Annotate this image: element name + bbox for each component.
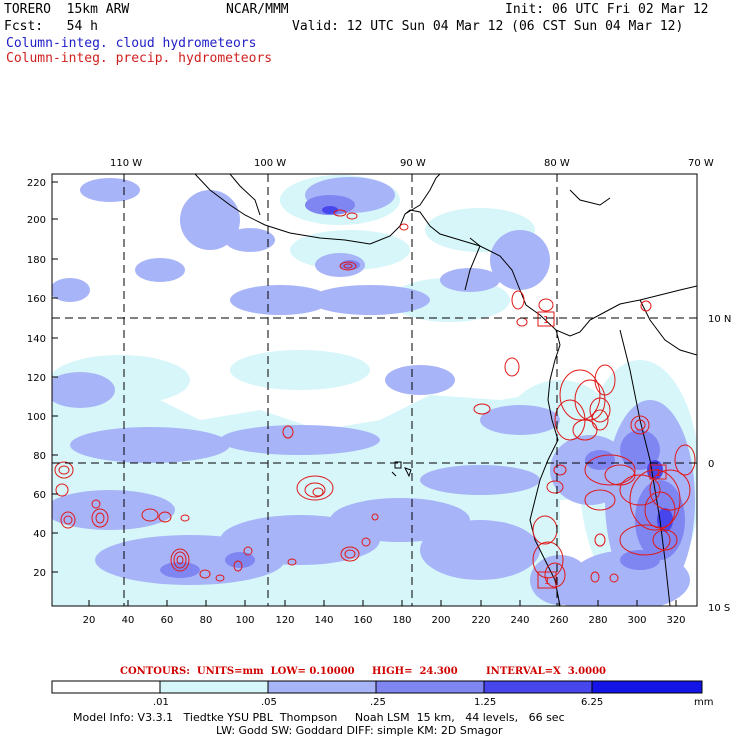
colorbar-label: .05 xyxy=(261,697,277,708)
valid-time: Valid: 12 UTC Sun 04 Mar 12 (06 CST Sun … xyxy=(292,19,684,34)
precip-contours xyxy=(54,209,696,588)
x-tick-label: 20 xyxy=(83,615,96,626)
y-tick-label: 20 xyxy=(33,568,46,579)
x-tick-label: 200 xyxy=(431,615,450,626)
lon-label: 70 W xyxy=(688,158,714,169)
model-name: TORERO 15km ARW xyxy=(4,2,130,17)
coastlines xyxy=(194,174,697,606)
y-tick-label: 120 xyxy=(27,373,46,384)
x-tick-label: 320 xyxy=(666,615,685,626)
colorbar-label: 6.25 xyxy=(581,697,604,708)
colorbar-unit: mm xyxy=(694,697,714,708)
y-tick-label: 220 xyxy=(27,178,46,189)
legend-precip: Column-integ. precip. hydrometeors xyxy=(6,51,273,66)
colorbar-bin xyxy=(267,680,377,694)
colorbar-bin xyxy=(483,680,593,694)
y-tick-label: 60 xyxy=(33,490,46,501)
lon-label: 100 W xyxy=(254,158,286,169)
x-tick-label: 100 xyxy=(235,615,254,626)
lat-label: 10 N xyxy=(708,314,731,325)
model-info-line2: LW: Godd SW: Goddard DIFF: simple KM: 2D… xyxy=(216,724,503,737)
legend-cloud: Column-integ. cloud hydrometeors xyxy=(6,36,257,51)
y-tick-label: 180 xyxy=(27,255,46,266)
x-tick-label: 240 xyxy=(510,615,529,626)
colorbar-bin xyxy=(591,680,703,694)
init-time: Init: 06 UTC Fri 02 Mar 12 xyxy=(505,2,709,17)
y-tick-label: 200 xyxy=(27,215,46,226)
x-tick-label: 60 xyxy=(161,615,174,626)
lon-label: 110 W xyxy=(110,158,142,169)
colorbar-label: .25 xyxy=(370,697,386,708)
x-tick-label: 120 xyxy=(275,615,294,626)
y-tick-label: 140 xyxy=(27,334,46,345)
y-tick-label: 100 xyxy=(27,412,46,423)
colorbar-bin xyxy=(159,680,269,694)
lat-label: 10 S xyxy=(708,603,730,614)
colorbar-label: .01 xyxy=(153,697,169,708)
ticks xyxy=(52,181,677,606)
colorbar-bin xyxy=(51,680,161,694)
marker-boxes xyxy=(537,311,667,589)
x-tick-label: 180 xyxy=(392,615,411,626)
colorbar-bin xyxy=(375,680,485,694)
x-tick-label: 280 xyxy=(588,615,607,626)
x-tick-label: 300 xyxy=(627,615,646,626)
contour-high: HIGH= 24.300 xyxy=(372,666,458,677)
marker-label: 1 xyxy=(655,468,661,479)
forecast-hour: Fcst: 54 h xyxy=(4,19,98,34)
lon-label: 90 W xyxy=(400,158,426,169)
y-tick-label: 80 xyxy=(33,451,46,462)
contour-interval: INTERVAL=X 3.0000 xyxy=(486,666,606,677)
marker-label: 1 xyxy=(544,576,550,587)
cloud-field xyxy=(52,175,697,606)
model-info-line1: Model Info: V3.3.1 Tiedtke YSU PBL Thomp… xyxy=(73,711,565,724)
x-tick-label: 160 xyxy=(353,615,372,626)
x-tick-label: 260 xyxy=(549,615,568,626)
map-frame xyxy=(51,173,698,607)
x-tick-label: 80 xyxy=(200,615,213,626)
colorbar-label: 1.25 xyxy=(474,697,497,708)
x-tick-label: 40 xyxy=(122,615,135,626)
latlon-grid xyxy=(52,174,697,606)
colorbar xyxy=(51,680,703,694)
lon-label: 80 W xyxy=(544,158,570,169)
contour-units: CONTOURS: UNITS=mm LOW= 0.10000 xyxy=(120,666,355,677)
marker-label: 1 xyxy=(543,315,549,326)
x-tick-label: 140 xyxy=(314,615,333,626)
x-tick-label: 220 xyxy=(471,615,490,626)
y-tick-label: 160 xyxy=(27,294,46,305)
y-tick-label: 40 xyxy=(33,529,46,540)
lat-label: 0 xyxy=(708,459,714,470)
org-label: NCAR/MMM xyxy=(226,2,289,17)
